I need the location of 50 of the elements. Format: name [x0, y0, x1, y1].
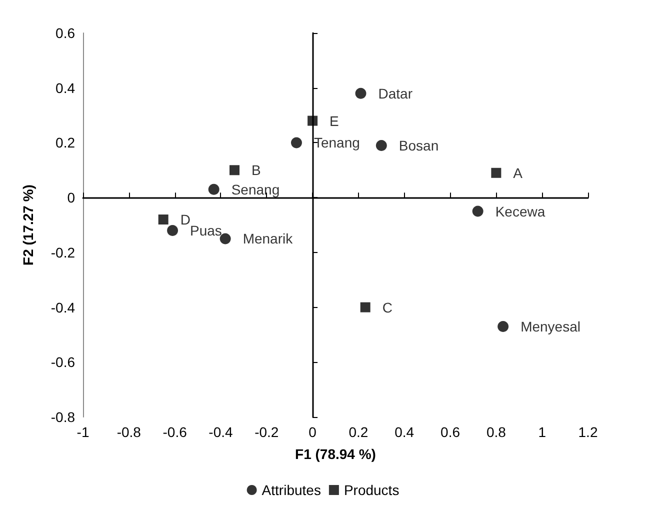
data-label: D	[180, 212, 190, 228]
point	[491, 168, 502, 178]
point	[290, 137, 302, 148]
y-tick-label: 0	[67, 190, 76, 206]
point	[208, 184, 220, 195]
x-tick-label: 1	[538, 424, 546, 440]
x-axis-title: F1 (78.94 %)	[295, 446, 376, 462]
point	[472, 206, 484, 217]
x-tick-label: -0.4	[208, 424, 234, 440]
y-tick-label: 0.4	[56, 80, 76, 96]
data-label: E	[330, 112, 339, 129]
data-label: Kecewa	[495, 203, 546, 220]
data-label: Senang	[231, 181, 280, 198]
x-tick-label: 0.4	[394, 424, 414, 440]
y-tick-label: -0.8	[50, 409, 76, 425]
legend-label: Attributes	[262, 482, 321, 498]
data-label: Puas	[190, 222, 222, 238]
x-tick-label: -1	[76, 424, 90, 440]
point	[220, 233, 231, 244]
x-tick-label: -0.2	[254, 424, 279, 440]
data-label: Datar	[378, 85, 413, 102]
data-label: Bosan	[398, 137, 439, 154]
data-label: Tenang	[314, 134, 360, 151]
data-label: A	[513, 164, 524, 181]
x-tick-label: 0.8	[486, 424, 506, 440]
y-tick-label: -0.4	[50, 299, 76, 316]
point	[158, 214, 168, 225]
point	[498, 320, 509, 332]
data-label: B	[252, 162, 261, 178]
y-axis-title: F2 (17.27 %)	[20, 184, 36, 266]
x-tick-label: 0.6	[440, 424, 460, 440]
point	[230, 165, 240, 176]
x-tick-label: 1.2	[578, 424, 598, 440]
x-tick-label: -0.6	[162, 424, 188, 440]
x-tick-label: 0.2	[348, 424, 368, 440]
point	[355, 88, 366, 99]
point	[308, 116, 318, 126]
y-tick-label: 0.6	[56, 25, 76, 41]
y-tick-label: 0.2	[56, 134, 76, 151]
data-label: C	[382, 299, 392, 316]
data-label: Menarik	[242, 230, 294, 247]
y-tick-label: -0.6	[50, 354, 76, 370]
point	[360, 302, 370, 312]
data-label: Menyesal	[520, 318, 580, 334]
y-tick-label: -0.2	[50, 244, 76, 260]
x-tick-label: 0	[308, 424, 317, 440]
legend-label: Products	[344, 482, 400, 498]
point	[376, 140, 387, 151]
point	[167, 224, 178, 236]
x-tick-label: -0.8	[116, 424, 142, 440]
